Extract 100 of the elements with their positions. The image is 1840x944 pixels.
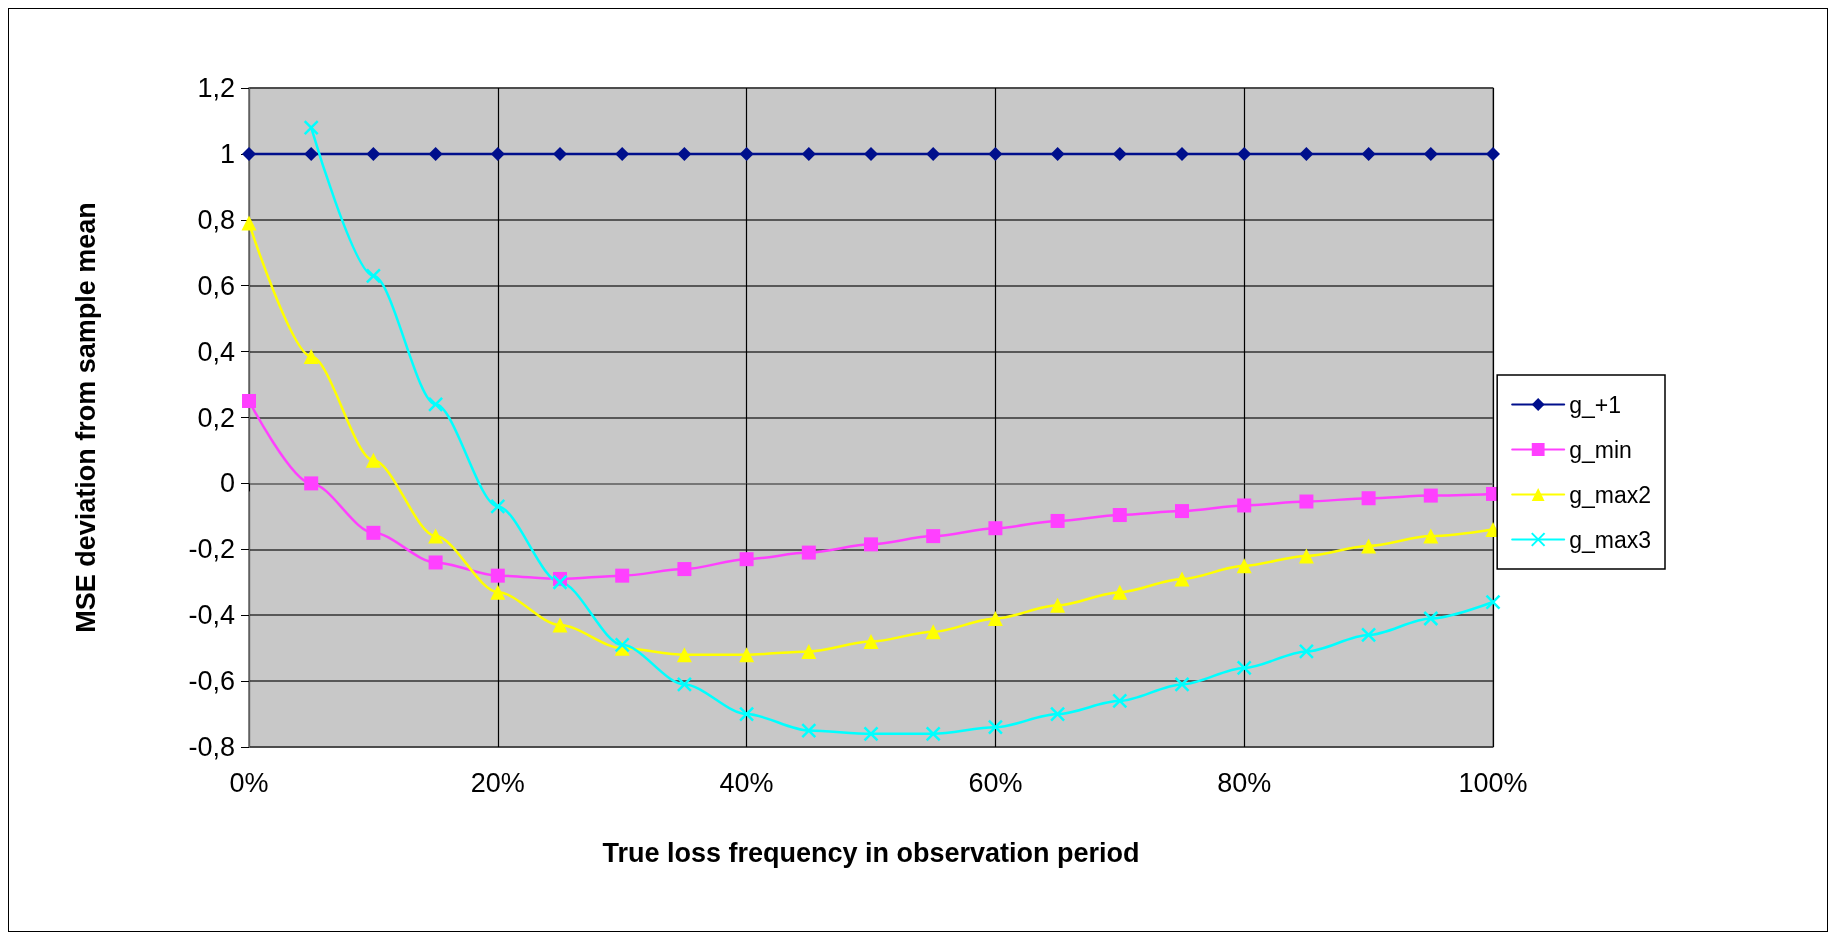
x-tick-label: 20% [470,767,525,798]
legend-label: g_max3 [1569,526,1651,553]
point [801,146,816,161]
y-tick-label: 0,8 [197,204,235,235]
x-tick-label: 40% [719,767,774,798]
y-tick-label: -0,8 [188,732,235,762]
point [864,146,878,161]
y-tick-label: -0,6 [188,666,235,697]
point [366,146,381,161]
point [428,555,443,570]
point [1299,146,1314,161]
point [428,146,443,161]
point [987,719,1004,735]
point [1486,146,1500,161]
point [1361,538,1377,554]
point [1423,528,1439,544]
point [988,146,1003,161]
point [242,394,256,409]
legend-label: g_min [1569,436,1632,463]
point [427,396,444,413]
point [365,452,381,468]
point [1361,146,1376,161]
point [490,568,505,583]
point [615,146,630,161]
point [490,584,506,600]
point [1299,494,1314,509]
legend-label: g_+1 [1569,391,1621,418]
point [801,643,817,659]
point [988,521,1003,536]
point [1423,488,1438,503]
point [1298,548,1314,564]
point [738,706,755,722]
point [925,624,941,640]
point [739,146,754,161]
point [1112,146,1127,161]
point [926,529,941,544]
point [304,476,319,491]
point [304,146,319,161]
point [863,726,879,742]
point [1112,584,1128,600]
point [1174,571,1190,587]
y-axis-title: MSE deviation from sample mean [70,202,101,633]
point [677,146,692,161]
legend-label: g_max2 [1569,481,1651,508]
point [1485,594,1501,610]
x-tick-label: 0% [229,767,269,798]
point [677,562,692,577]
y-tick-label: 0,6 [197,270,235,301]
point [1236,558,1252,574]
point [676,676,693,693]
point [303,119,319,136]
point [925,726,941,742]
point [926,146,941,161]
point [1049,706,1066,722]
point [552,617,568,633]
x-tick-label: 60% [968,767,1023,798]
point [1050,146,1065,161]
x-tick-label: 80% [1217,767,1272,798]
point [676,647,692,663]
point [801,545,816,560]
point [1360,627,1377,643]
point [1361,491,1376,506]
point [1175,146,1189,161]
y-tick-label: -0,2 [188,534,235,565]
point [1050,513,1065,528]
point [863,634,879,650]
point [490,146,505,161]
point [1237,146,1252,161]
y-tick-label: 1,2 [197,73,235,103]
point [303,349,319,365]
point [615,568,630,583]
y-tick-label: -0,4 [188,600,235,631]
point [1237,498,1252,513]
x-tick-label: 100% [1458,767,1528,798]
point [366,525,381,540]
point [1050,597,1066,613]
point [1112,693,1128,709]
y-tick-label: 1 [219,138,235,169]
point [1298,643,1315,660]
point [553,146,567,161]
point [987,610,1003,626]
y-tick-label: 0,4 [197,336,235,367]
point [242,146,256,161]
point [1112,508,1127,523]
y-tick-label: 0,2 [197,402,235,433]
point [1423,146,1438,161]
point [739,552,754,567]
point [365,268,382,284]
point [490,498,506,515]
point [1236,660,1252,676]
point [739,647,755,663]
point [1174,676,1190,693]
point [552,574,568,590]
x-axis-title: True loss frequency in observation period [602,837,1140,868]
point [801,722,817,739]
point [1175,504,1189,519]
point [428,528,444,544]
point [1423,610,1439,627]
y-tick-label: 0 [219,468,235,499]
point [864,537,878,552]
